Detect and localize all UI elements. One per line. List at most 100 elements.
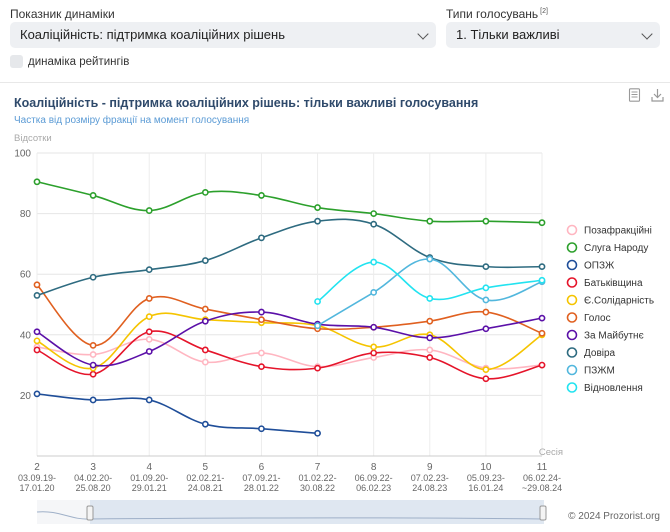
series-довіра-point (145, 266, 153, 274)
y-tick-label: 80 (20, 209, 32, 220)
legend-item[interactable]: Довіра (566, 347, 616, 359)
series-голос-point (538, 329, 546, 337)
chart-grid (36, 152, 543, 457)
legend-label: Позафракційні (584, 225, 652, 237)
legend-item[interactable]: ОПЗЖ (566, 259, 616, 272)
rating-dynamics-checkbox[interactable] (10, 55, 23, 68)
range-navigator[interactable] (36, 500, 547, 524)
dynamics-select-value: Коаліційність: підтримка коаліційних ріш… (20, 27, 285, 42)
series-пзжм-point (426, 255, 434, 263)
legend-marker (566, 277, 578, 288)
download-icon[interactable] (651, 88, 664, 102)
series-голос-point (258, 316, 265, 324)
series-довіра-point (370, 220, 378, 228)
series-опзж-point (314, 429, 321, 437)
legend-label: Голос (584, 313, 611, 324)
series-за-майбутнє-point (201, 317, 209, 325)
series-батьківщина-point (426, 354, 434, 361)
series-позафракційні-point (258, 349, 265, 357)
legend-marker (566, 259, 578, 271)
series-батьківщина-point (89, 370, 97, 378)
navigator-selection (90, 500, 544, 524)
series-довіра-point (538, 263, 546, 271)
series-опзж-point (201, 420, 209, 428)
series-слуга-народу-point (145, 207, 153, 214)
legend-item[interactable]: Слуга Народу (566, 242, 649, 254)
x-date-end: 30.08.22 (300, 483, 335, 493)
series-за-майбутнє-point (538, 314, 546, 322)
series-позафракційні-point (89, 351, 97, 358)
x-date-start: 06.02.24- (523, 473, 561, 483)
x-axis-title: Сесія (539, 447, 563, 458)
series-опзж-point (258, 425, 265, 433)
series-за-майбутнє-point (33, 328, 41, 336)
series-довіра-point (482, 263, 490, 271)
chart-title: Коаліційність - підтримка коаліційних рі… (14, 96, 479, 110)
x-date-end: 29.01.21 (132, 483, 167, 493)
series-голос-point (482, 308, 490, 316)
series-пзжм-point (314, 322, 321, 330)
x-tick-label: 7 (315, 462, 321, 473)
rating-dynamics-toggle[interactable]: динаміка рейтингів (10, 55, 129, 68)
vote-types-label: Типи голосувань [2] (446, 7, 548, 21)
series-слуга-народу-point (370, 210, 378, 217)
series-є-солідарність-point (145, 313, 153, 321)
series-за-майбутнє-point (426, 334, 434, 342)
x-date-start: 07.09.21- (242, 473, 280, 483)
x-date-end: 28.01.22 (244, 483, 279, 493)
vote-types-select[interactable]: 1. Тільки важливі (446, 22, 660, 48)
series-слуга-народу-line (36, 181, 543, 224)
y-axis-title: Відсотки (14, 133, 52, 144)
document-icon[interactable] (628, 88, 641, 102)
legend-item[interactable]: Відновлення (566, 382, 643, 394)
x-tick-label: 8 (371, 462, 377, 473)
x-date-end: 24.08.23 (412, 483, 447, 493)
series-за-майбутнє-point (89, 361, 97, 369)
series-є-солідарність-line (36, 312, 543, 371)
legend-label: Довіра (584, 348, 616, 359)
navigator-handle-left[interactable] (86, 505, 94, 521)
series-відновлення-point (426, 295, 434, 302)
series-опзж-point (89, 396, 97, 404)
series-опзж (33, 390, 321, 437)
series-голос (33, 281, 546, 349)
series-позафракційні-point (201, 358, 209, 366)
x-date-start: 06.09.22- (355, 473, 393, 483)
series-відновлення-point (538, 276, 546, 284)
legend-item[interactable]: Є.Солідарність (566, 294, 655, 307)
x-date-end: 24.08.21 (188, 483, 223, 493)
legend-label: Є.Солідарність (584, 296, 654, 307)
series-батьківщина-point (33, 346, 41, 354)
legend-item[interactable]: Батьківщина (566, 277, 643, 289)
legend-item[interactable]: ПЗЖМ (566, 364, 615, 377)
series-голос-line (36, 284, 543, 347)
series-батьківщина-point (258, 363, 265, 371)
legend-marker (566, 242, 578, 253)
series-батьківщина (33, 328, 546, 383)
series-голос-point (89, 342, 97, 349)
series-батьківщина-line (36, 330, 543, 380)
legend-label: Батьківщина (584, 278, 643, 289)
series-слуга-народу-point (258, 192, 265, 199)
series-відновлення-point (482, 284, 490, 292)
legend-item[interactable]: Позафракційні (566, 225, 652, 237)
dynamics-select[interactable]: Коаліційність: підтримка коаліційних ріш… (10, 22, 436, 48)
vote-types-note[interactable]: [2] (540, 8, 548, 15)
chart-subtitle: Частка від розміру фракції на момент гол… (14, 115, 250, 126)
series-довіра (33, 217, 546, 299)
series-батьківщина-point (145, 328, 153, 336)
series-позафракційні-point (426, 346, 434, 354)
x-date-end: 16.01.24 (468, 483, 503, 493)
legend-label: Відновлення (584, 383, 643, 394)
series-довіра-point (314, 217, 321, 225)
navigator-handle-right[interactable] (539, 505, 547, 521)
series-відновлення (314, 258, 546, 305)
x-date-start: 05.09.23- (467, 473, 505, 483)
legend-item[interactable]: За Майбутнє (566, 330, 644, 342)
series-пзжм-point (370, 288, 378, 296)
legend-item[interactable]: Голос (566, 312, 611, 324)
dynamics-label: Показник динаміки (10, 7, 115, 21)
x-tick-label: 3 (90, 462, 96, 473)
series-батьківщина-point (538, 361, 546, 369)
